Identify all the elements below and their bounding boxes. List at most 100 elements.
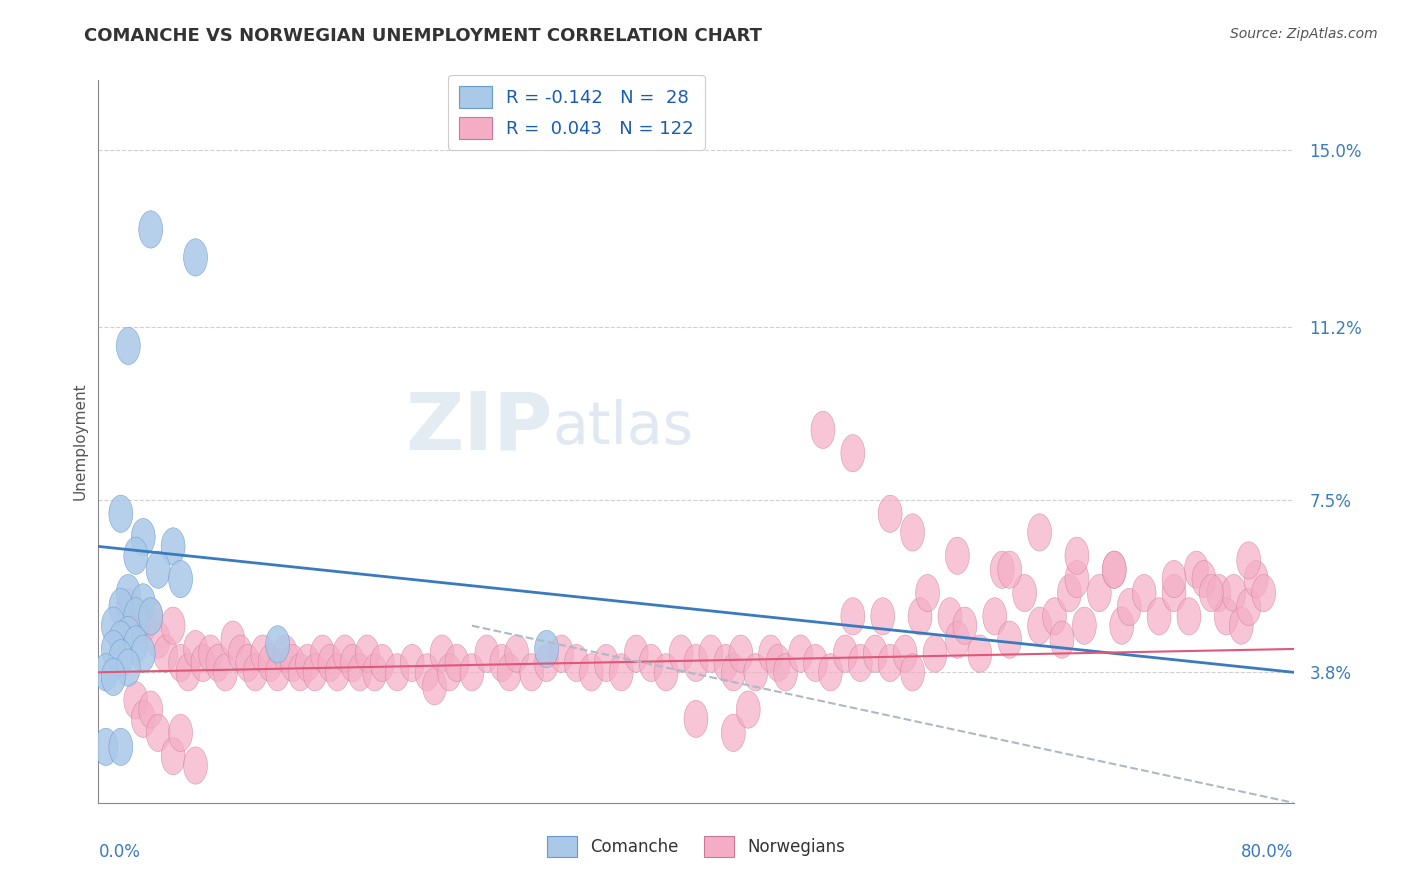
Ellipse shape — [834, 635, 858, 673]
Ellipse shape — [131, 607, 155, 644]
Ellipse shape — [117, 649, 141, 686]
Ellipse shape — [184, 747, 208, 784]
Ellipse shape — [721, 654, 745, 691]
Ellipse shape — [879, 644, 903, 681]
Ellipse shape — [1109, 607, 1133, 644]
Ellipse shape — [1215, 598, 1239, 635]
Ellipse shape — [108, 589, 132, 625]
Ellipse shape — [1102, 551, 1126, 589]
Ellipse shape — [385, 654, 409, 691]
Ellipse shape — [356, 635, 380, 673]
Ellipse shape — [1050, 621, 1074, 658]
Ellipse shape — [124, 625, 148, 663]
Ellipse shape — [1102, 551, 1126, 589]
Ellipse shape — [288, 654, 312, 691]
Text: Source: ZipAtlas.com: Source: ZipAtlas.com — [1230, 27, 1378, 41]
Ellipse shape — [1132, 574, 1156, 612]
Ellipse shape — [266, 625, 290, 663]
Ellipse shape — [1028, 514, 1052, 551]
Ellipse shape — [728, 635, 752, 673]
Ellipse shape — [169, 644, 193, 681]
Ellipse shape — [139, 598, 163, 635]
Ellipse shape — [259, 644, 283, 681]
Ellipse shape — [318, 644, 342, 681]
Ellipse shape — [1237, 541, 1261, 579]
Ellipse shape — [595, 644, 619, 681]
Ellipse shape — [841, 598, 865, 635]
Legend: Comanche, Norwegians: Comanche, Norwegians — [537, 826, 855, 867]
Ellipse shape — [609, 654, 633, 691]
Ellipse shape — [131, 635, 155, 673]
Ellipse shape — [1222, 574, 1246, 612]
Ellipse shape — [685, 644, 709, 681]
Ellipse shape — [146, 551, 170, 589]
Ellipse shape — [108, 728, 132, 765]
Ellipse shape — [489, 644, 513, 681]
Ellipse shape — [131, 518, 155, 556]
Ellipse shape — [505, 635, 529, 673]
Ellipse shape — [101, 607, 125, 644]
Ellipse shape — [281, 644, 305, 681]
Ellipse shape — [1073, 607, 1097, 644]
Ellipse shape — [1012, 574, 1036, 612]
Ellipse shape — [1237, 589, 1261, 625]
Ellipse shape — [124, 537, 148, 574]
Ellipse shape — [94, 728, 118, 765]
Ellipse shape — [250, 635, 274, 673]
Text: ZIP: ZIP — [405, 388, 553, 467]
Ellipse shape — [1118, 589, 1142, 625]
Ellipse shape — [1244, 560, 1268, 598]
Ellipse shape — [131, 700, 155, 738]
Ellipse shape — [945, 537, 969, 574]
Ellipse shape — [347, 654, 371, 691]
Ellipse shape — [744, 654, 768, 691]
Text: atlas: atlas — [553, 399, 693, 456]
Ellipse shape — [266, 654, 290, 691]
Ellipse shape — [1177, 598, 1201, 635]
Ellipse shape — [1206, 574, 1230, 612]
Ellipse shape — [1229, 607, 1253, 644]
Ellipse shape — [117, 616, 141, 654]
Ellipse shape — [295, 644, 319, 681]
Ellipse shape — [998, 621, 1022, 658]
Ellipse shape — [967, 635, 991, 673]
Ellipse shape — [101, 658, 125, 696]
Ellipse shape — [214, 654, 238, 691]
Ellipse shape — [699, 635, 723, 673]
Ellipse shape — [117, 589, 141, 625]
Ellipse shape — [1147, 598, 1171, 635]
Ellipse shape — [228, 635, 252, 673]
Ellipse shape — [207, 644, 231, 681]
Ellipse shape — [326, 654, 350, 691]
Ellipse shape — [146, 621, 170, 658]
Ellipse shape — [1064, 560, 1088, 598]
Ellipse shape — [304, 654, 328, 691]
Ellipse shape — [1251, 574, 1275, 612]
Ellipse shape — [789, 635, 813, 673]
Ellipse shape — [437, 654, 461, 691]
Ellipse shape — [818, 654, 842, 691]
Ellipse shape — [243, 654, 267, 691]
Ellipse shape — [945, 621, 969, 658]
Ellipse shape — [901, 514, 925, 551]
Ellipse shape — [460, 654, 484, 691]
Ellipse shape — [370, 644, 394, 681]
Ellipse shape — [1057, 574, 1081, 612]
Ellipse shape — [423, 667, 447, 705]
Ellipse shape — [139, 691, 163, 728]
Ellipse shape — [108, 495, 132, 533]
Ellipse shape — [415, 654, 439, 691]
Ellipse shape — [737, 691, 761, 728]
Ellipse shape — [139, 598, 163, 635]
Ellipse shape — [169, 714, 193, 752]
Ellipse shape — [131, 583, 155, 621]
Ellipse shape — [162, 738, 186, 775]
Ellipse shape — [901, 654, 925, 691]
Ellipse shape — [669, 635, 693, 673]
Ellipse shape — [146, 714, 170, 752]
Ellipse shape — [236, 644, 260, 681]
Ellipse shape — [953, 607, 977, 644]
Ellipse shape — [759, 635, 783, 673]
Ellipse shape — [714, 644, 738, 681]
Ellipse shape — [811, 411, 835, 449]
